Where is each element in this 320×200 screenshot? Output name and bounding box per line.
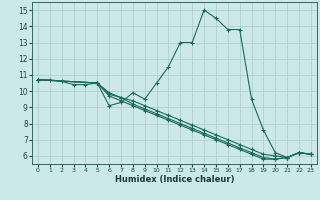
X-axis label: Humidex (Indice chaleur): Humidex (Indice chaleur) xyxy=(115,175,234,184)
